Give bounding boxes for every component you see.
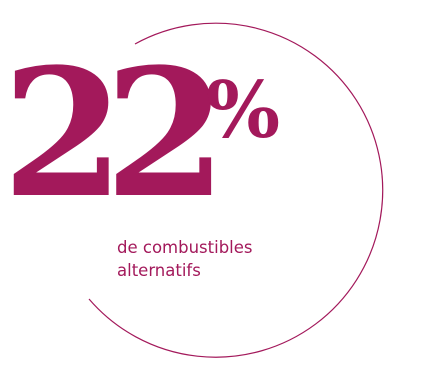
stat-caption-line2: alternatifs	[117, 261, 201, 280]
stat-unit: %	[206, 65, 281, 156]
circle-arc	[88, 22, 384, 358]
stat-value: 22	[2, 30, 227, 237]
stat-caption-line1: de combustibles	[117, 238, 253, 257]
stat-caption: de combustibles alternatifs	[117, 236, 253, 282]
